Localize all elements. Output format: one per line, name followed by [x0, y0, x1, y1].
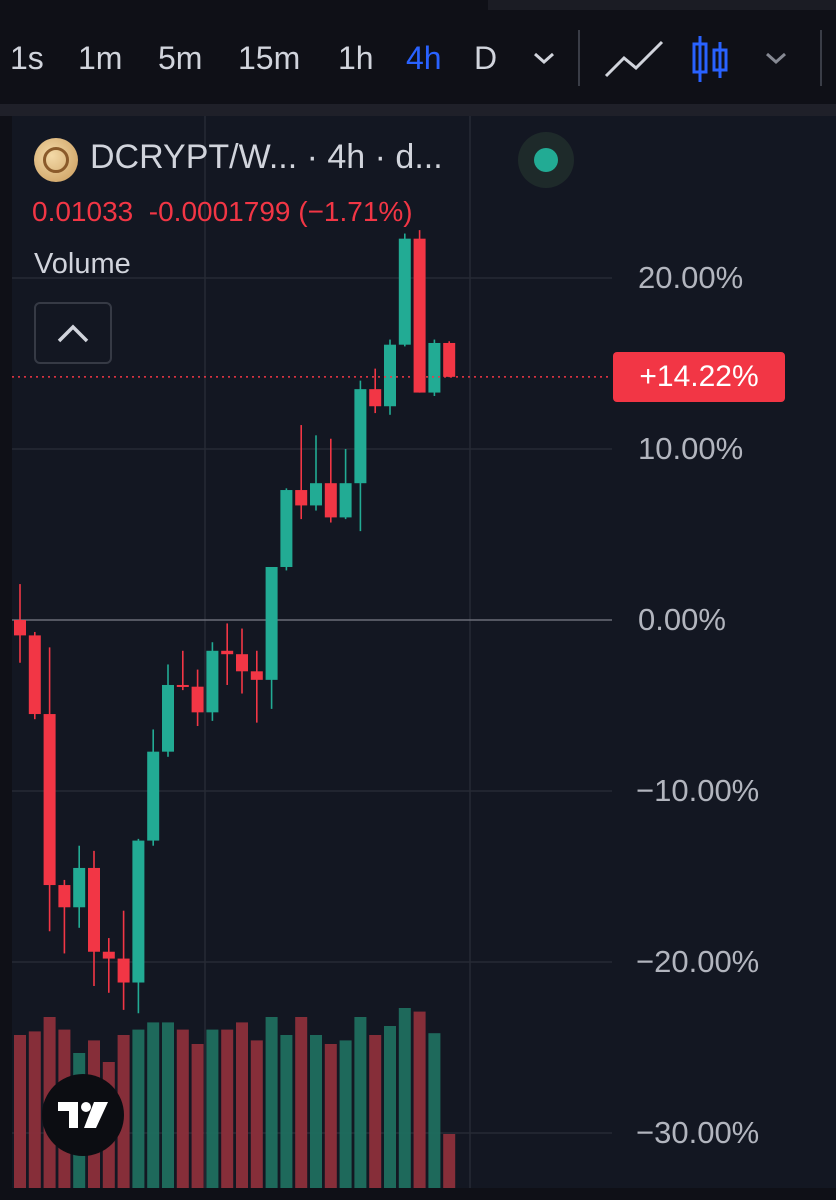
volume-bar	[354, 1017, 367, 1188]
y-tick-label: −10.00%	[636, 773, 760, 808]
collapse-legend-button[interactable]	[34, 302, 112, 364]
candlestick-icon[interactable]	[690, 34, 730, 84]
volume-bar	[324, 1044, 337, 1188]
volume-bar	[295, 1017, 308, 1188]
toolbar-top-strip	[488, 0, 836, 10]
timeframe-4h[interactable]: 4h	[406, 40, 442, 76]
panel-border	[0, 104, 836, 116]
volume-bar	[206, 1029, 219, 1188]
volume-bar	[191, 1044, 204, 1188]
volume-bar	[443, 1134, 456, 1188]
volume-bar	[162, 1022, 174, 1188]
chevron-up-icon	[57, 324, 89, 343]
chevron-down-icon[interactable]	[762, 46, 790, 70]
candle-down	[236, 654, 248, 672]
candle-down	[443, 342, 456, 377]
volume-bar	[369, 1035, 382, 1188]
volume-bar	[28, 1031, 41, 1188]
candle-down	[88, 867, 100, 952]
timeframe-5m[interactable]: 5m	[158, 40, 203, 76]
timeframe-1h[interactable]: 1h	[338, 40, 374, 76]
candle-up	[147, 751, 160, 841]
y-tick-label: −30.00%	[636, 1115, 760, 1150]
candle-up	[73, 867, 86, 908]
toolbar-separator	[578, 30, 580, 86]
volume-bar	[132, 1029, 145, 1188]
candle-up	[398, 238, 411, 345]
volume-bar	[147, 1022, 160, 1188]
coin-logo	[34, 138, 78, 182]
tradingview-logo-icon	[58, 1102, 108, 1128]
y-tick-label: 20.00%	[638, 260, 744, 295]
tradingview-logo[interactable]	[42, 1074, 124, 1156]
volume-label: Volume	[34, 248, 131, 280]
volume-bar	[339, 1040, 352, 1188]
timeframe-1s[interactable]: 1s	[10, 40, 44, 76]
candle-down	[14, 620, 26, 636]
volume-bar	[384, 1026, 396, 1188]
candle-down	[191, 686, 204, 713]
volume-bar	[398, 1008, 411, 1188]
left-edge	[0, 116, 12, 1200]
y-tick-label: 10.00%	[638, 431, 744, 466]
candle-up	[265, 566, 278, 680]
candle-down	[58, 885, 71, 908]
volume-bar	[428, 1033, 441, 1188]
bottom-edge	[0, 1188, 836, 1200]
market-status[interactable]	[518, 132, 574, 188]
candle-up	[384, 344, 396, 407]
line-chart-icon[interactable]	[604, 38, 664, 80]
y-tick-label: 0.00%	[638, 602, 726, 637]
volume-bar	[14, 1035, 26, 1188]
candle-up	[339, 483, 352, 518]
last-price: 0.01033	[32, 196, 134, 227]
candle-up	[132, 840, 145, 983]
timeframe-1m[interactable]: 1m	[78, 40, 123, 76]
toolbar: 1s 1m 5m 15m 1h 4h D	[0, 0, 836, 104]
volume-bar	[265, 1017, 278, 1188]
candle-down	[413, 238, 426, 393]
ohlc-readout: 0.01033 -0.0001799 (−1.71%)	[32, 196, 413, 228]
volume-bar	[310, 1035, 322, 1188]
candle-down	[102, 951, 115, 959]
candle-down	[250, 671, 263, 680]
price-change: -0.0001799 (−1.71%)	[148, 196, 413, 227]
candle-up	[206, 650, 219, 713]
volume-bar	[413, 1011, 426, 1188]
symbol-title[interactable]: DCRYPT/W... · 4h · d...	[90, 138, 443, 176]
candle-up	[354, 389, 367, 484]
volume-bar	[280, 1035, 293, 1188]
timeframe-15m[interactable]: 15m	[238, 40, 301, 76]
candle-down	[295, 490, 308, 506]
volume-bar	[250, 1040, 263, 1188]
candle-up	[162, 684, 174, 752]
volume-bar	[176, 1029, 189, 1188]
candle-down	[43, 714, 56, 886]
chevron-down-icon[interactable]	[530, 46, 558, 70]
candle-up	[310, 483, 322, 506]
candle-down	[324, 483, 337, 518]
candle-down	[369, 389, 382, 407]
live-dot-icon	[534, 148, 558, 172]
candle-down	[221, 650, 234, 655]
candle-up	[280, 490, 293, 567]
candle-down	[28, 635, 41, 715]
candle-down	[176, 684, 189, 687]
timeframe-d[interactable]: D	[474, 40, 498, 76]
volume-bar	[236, 1022, 248, 1188]
last-price-badge: +14.22%	[613, 351, 785, 402]
y-tick-label: −20.00%	[636, 944, 760, 979]
toolbar-separator	[820, 30, 822, 86]
candle-down	[117, 958, 130, 983]
volume-bar	[221, 1029, 234, 1188]
candle-up	[428, 342, 441, 393]
